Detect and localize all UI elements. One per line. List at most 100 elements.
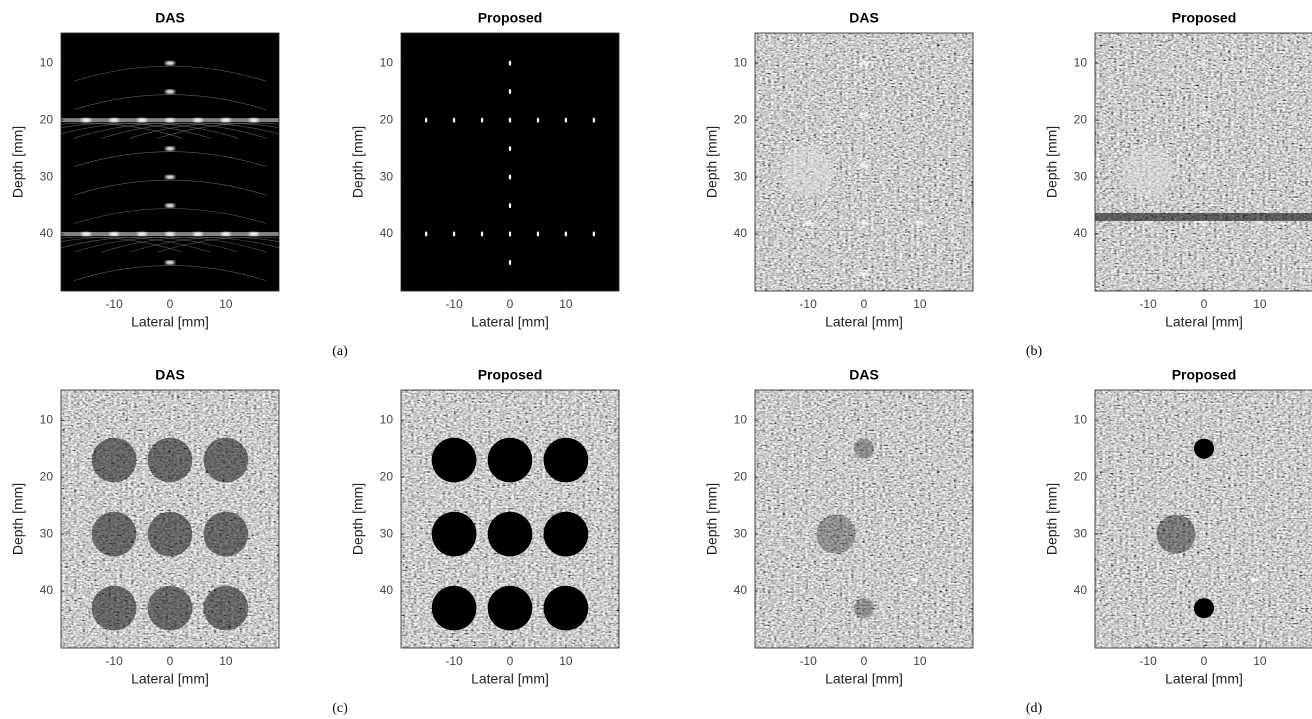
x-tick-label: 0: [1201, 654, 1208, 668]
y-tick-label: 30: [1074, 169, 1088, 183]
point-target: [165, 89, 175, 94]
cyst: [91, 511, 137, 557]
point-target: [480, 231, 484, 237]
y-tick-label: 20: [1074, 112, 1088, 126]
y-axis-label: Depth [mm]: [10, 126, 26, 198]
cyst: [853, 438, 875, 459]
cyst: [1156, 514, 1196, 554]
artifact-arc: [73, 151, 267, 167]
cyst: [91, 585, 137, 631]
x-tick-label: -10: [445, 297, 463, 311]
panel-title: Proposed: [478, 10, 543, 26]
point-target: [192, 118, 203, 123]
point-target: [109, 232, 120, 237]
point-target: [508, 231, 512, 237]
ultrasound-image: [1095, 390, 1312, 648]
x-tick-label: 0: [507, 654, 514, 668]
panel-title: DAS: [849, 367, 879, 383]
x-tick-label: -10: [105, 654, 123, 668]
panel-title: Proposed: [478, 367, 543, 383]
panel-title: DAS: [849, 10, 879, 26]
cyst: [853, 598, 875, 619]
panel-title: Proposed: [1172, 10, 1237, 26]
background: [61, 33, 279, 291]
y-tick-label: 20: [380, 469, 394, 483]
y-tick-label: 30: [40, 169, 54, 183]
y-axis-label: Depth [mm]: [704, 126, 720, 198]
x-axis-label: Lateral [mm]: [131, 314, 209, 330]
speckle: [755, 390, 973, 648]
cyst: [1193, 438, 1215, 459]
point-target: [165, 61, 175, 66]
cyst: [147, 585, 193, 631]
x-tick-label: -10: [799, 654, 817, 668]
point-target: [859, 112, 869, 117]
point-target: [536, 231, 540, 237]
point-target: [564, 231, 568, 237]
point-target: [859, 220, 869, 225]
point-target: [508, 89, 512, 95]
y-tick-label: 40: [380, 226, 394, 240]
x-tick-label: -10: [799, 297, 817, 311]
point-target: [137, 232, 148, 237]
ultrasound-image: [401, 33, 619, 291]
x-tick-label: -10: [1139, 654, 1157, 668]
point-target: [109, 118, 120, 123]
x-tick-label: 10: [1253, 297, 1267, 311]
y-tick-label: 10: [380, 55, 394, 69]
point-target: [1254, 220, 1265, 225]
artifact-arc: [101, 122, 279, 139]
point-target: [220, 232, 231, 237]
x-axis-label: Lateral [mm]: [1165, 314, 1243, 330]
point-target: [165, 232, 175, 237]
y-tick-label: 40: [40, 226, 54, 240]
artifact-arc: [73, 94, 267, 110]
point-target: [81, 118, 92, 123]
point-target: [452, 117, 456, 123]
cyst: [487, 511, 533, 557]
y-tick-label: 20: [1074, 469, 1088, 483]
y-tick-label: 10: [40, 55, 54, 69]
x-axis-label: Lateral [mm]: [1165, 671, 1243, 687]
artifact-arc: [73, 122, 267, 139]
artifact-arc: [61, 122, 239, 139]
point-target: [165, 203, 175, 208]
x-axis-label: Lateral [mm]: [131, 671, 209, 687]
artifact-arc: [157, 236, 279, 253]
x-tick-label: -10: [1139, 297, 1157, 311]
artifact-arc: [129, 236, 279, 253]
y-axis-label: Depth [mm]: [10, 483, 26, 555]
point-target: [1143, 220, 1154, 225]
y-tick-label: 30: [380, 169, 394, 183]
point-target: [165, 146, 175, 151]
y-tick-label: 40: [734, 226, 748, 240]
artifact-arc: [73, 208, 267, 224]
x-tick-label: 0: [861, 654, 868, 668]
inclusion: [1122, 146, 1174, 197]
x-axis-label: Lateral [mm]: [825, 314, 903, 330]
point-target: [1199, 220, 1209, 225]
point-target: [592, 231, 596, 237]
point-target: [508, 146, 512, 152]
x-tick-label: 10: [219, 654, 233, 668]
cyst: [816, 514, 856, 554]
artifact-arc: [61, 122, 183, 139]
point-target: [1199, 163, 1209, 168]
cyst: [487, 585, 533, 631]
ultrasound-image: [401, 390, 619, 648]
ultrasound-image: [755, 33, 973, 291]
point-target: [859, 163, 869, 168]
y-tick-label: 40: [1074, 583, 1088, 597]
point-target: [81, 232, 92, 237]
point-target: [220, 118, 231, 123]
point-target: [592, 117, 596, 123]
cyst: [203, 511, 249, 557]
y-tick-label: 20: [380, 112, 394, 126]
cyst: [487, 437, 533, 483]
x-tick-label: -10: [105, 297, 123, 311]
point-target: [859, 271, 869, 276]
point-target: [1199, 112, 1209, 117]
x-tick-label: 0: [167, 297, 174, 311]
cyst: [203, 437, 249, 483]
cyst: [431, 585, 477, 631]
